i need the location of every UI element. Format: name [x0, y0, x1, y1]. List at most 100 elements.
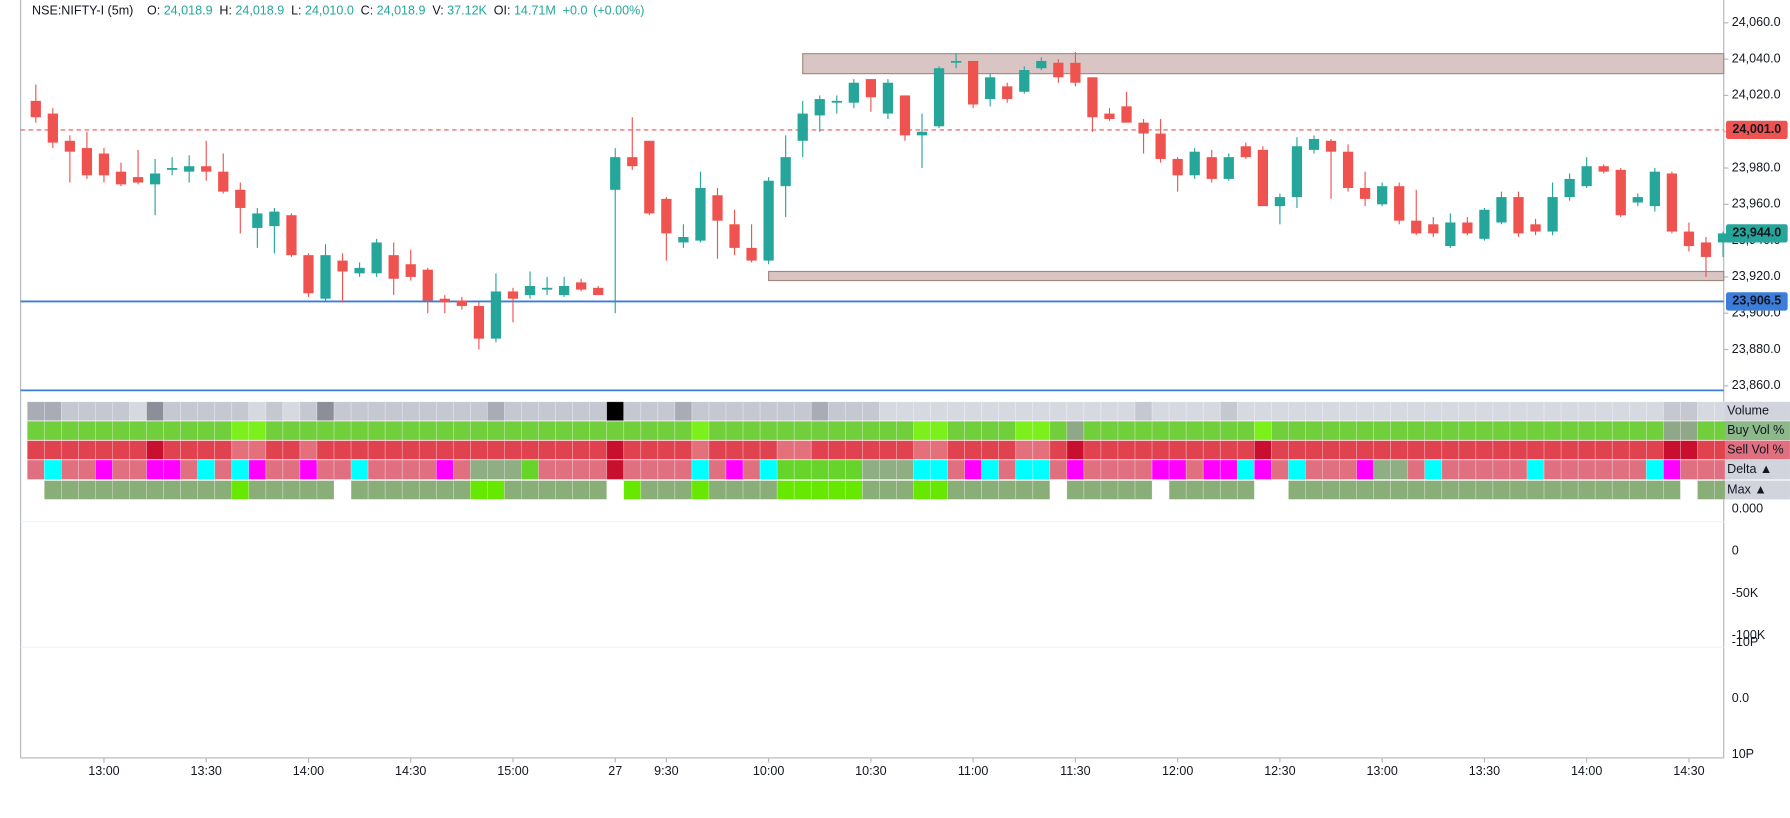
heatmap-cell — [1305, 459, 1323, 480]
heatmap-cell — [146, 401, 164, 421]
candle-body — [490, 291, 502, 339]
candle-body — [1274, 197, 1286, 207]
heatmap-cell — [26, 440, 45, 460]
heatmap-cell — [1611, 401, 1630, 421]
candle-body — [1666, 173, 1678, 232]
heatmap-cell — [1083, 440, 1102, 460]
heatmap-cell — [1100, 401, 1119, 421]
heatmap-cell — [1611, 459, 1630, 480]
heatmap-cell — [1475, 401, 1494, 421]
candle-body — [593, 287, 604, 296]
heatmap-cell — [1577, 420, 1596, 441]
heatmap-cell — [708, 420, 727, 441]
candle-body — [252, 213, 263, 228]
heatmap-cell — [231, 420, 250, 441]
heatmap-cell — [1475, 440, 1494, 460]
heatmap-cell — [265, 420, 284, 441]
heatmap-cell — [793, 480, 812, 500]
heatmap-cell — [896, 420, 914, 441]
candle-body — [1564, 178, 1575, 198]
heatmap-cell — [640, 440, 659, 460]
heatmap-cell — [657, 459, 676, 480]
candle-body — [388, 255, 399, 279]
heatmap-cell — [1424, 459, 1443, 480]
heatmap-cell — [879, 420, 897, 441]
heatmap-cell — [282, 401, 301, 421]
heatmap-cell — [214, 401, 233, 421]
candle-body — [1377, 186, 1388, 205]
heatmap-cell — [384, 480, 403, 500]
heatmap-cell — [265, 459, 284, 480]
heatmap-cell — [708, 480, 727, 500]
heatmap-cell — [1509, 459, 1528, 480]
heatmap-cell — [1236, 459, 1255, 480]
heatmap-cell — [862, 401, 880, 421]
heatmap-cell — [589, 440, 608, 460]
candle-body — [1342, 151, 1354, 188]
heatmap-cell — [487, 459, 505, 480]
candle-body — [1717, 233, 1729, 243]
heatmap-cell — [657, 420, 676, 441]
legend-value: 37.12K — [447, 4, 487, 18]
heatmap-cell — [1407, 459, 1426, 480]
heatmap-cell — [435, 420, 454, 441]
heatmap-cell — [163, 440, 181, 460]
heatmap-cell — [947, 401, 965, 421]
heatmap-cell — [418, 420, 437, 441]
heatmap-cell — [1441, 420, 1460, 441]
heatmap-cell — [1032, 440, 1051, 460]
heatmap-cell — [674, 459, 693, 480]
heatmap-cell — [504, 420, 522, 441]
heatmap-cell — [1083, 401, 1102, 421]
heatmap-cell — [844, 440, 863, 460]
heatmap-cell — [163, 459, 181, 480]
heatmap-cell — [112, 480, 130, 500]
heatmap-label-bg — [1724, 421, 1790, 441]
heatmap-cell — [1253, 459, 1272, 480]
heatmap-cell — [1543, 401, 1562, 421]
heatmap-cell — [538, 420, 556, 441]
heatmap-cell — [1032, 420, 1051, 441]
heatmap-cell — [350, 420, 369, 441]
heatmap-cell — [1253, 420, 1272, 441]
heatmap-cell — [78, 440, 96, 460]
heatmap-cell — [1168, 440, 1187, 460]
heatmap-cell — [1577, 401, 1596, 421]
heatmap-cell — [1219, 480, 1238, 500]
heatmap-cell — [1117, 440, 1136, 460]
candle-body — [405, 264, 416, 277]
heatmap-cell — [146, 420, 164, 441]
heatmap-cell — [146, 480, 164, 500]
candle-body — [1206, 157, 1217, 179]
heatmap-cell — [487, 401, 505, 421]
heatmap-cell — [1628, 440, 1647, 460]
heatmap-cell — [1339, 420, 1357, 441]
heatmap-cell — [1083, 480, 1102, 500]
heatmap-cell — [1373, 459, 1392, 480]
x-tick-label: 14:00 — [1571, 764, 1602, 778]
heatmap-cell — [844, 420, 863, 441]
heatmap-cell — [1390, 440, 1409, 460]
heatmap-cell — [1271, 420, 1289, 441]
heatmap-cell — [1543, 480, 1562, 500]
heatmap-cell — [555, 440, 573, 460]
heatmap-cell — [435, 480, 454, 500]
candle-body — [98, 153, 110, 176]
candle-body — [115, 171, 127, 185]
heatmap-cell — [299, 480, 318, 500]
heatmap-cell — [95, 420, 113, 441]
heatmap-cell — [776, 401, 795, 421]
heatmap-label-bg — [1724, 401, 1790, 421]
heatmap-cell — [1236, 440, 1255, 460]
y-tick-label: 24,040.0 — [1732, 51, 1781, 65]
candle-body — [371, 242, 382, 274]
candle-body — [507, 291, 519, 299]
heatmap-cell — [197, 420, 216, 441]
heatmap-cell — [1322, 459, 1340, 480]
heatmap-cell — [623, 401, 642, 421]
heatmap-cell — [1611, 440, 1630, 460]
indicator-axis-label: -10P — [1732, 635, 1759, 649]
heatmap-cell — [333, 420, 352, 441]
heatmap-cell — [333, 459, 352, 480]
heatmap-cell — [282, 420, 301, 441]
